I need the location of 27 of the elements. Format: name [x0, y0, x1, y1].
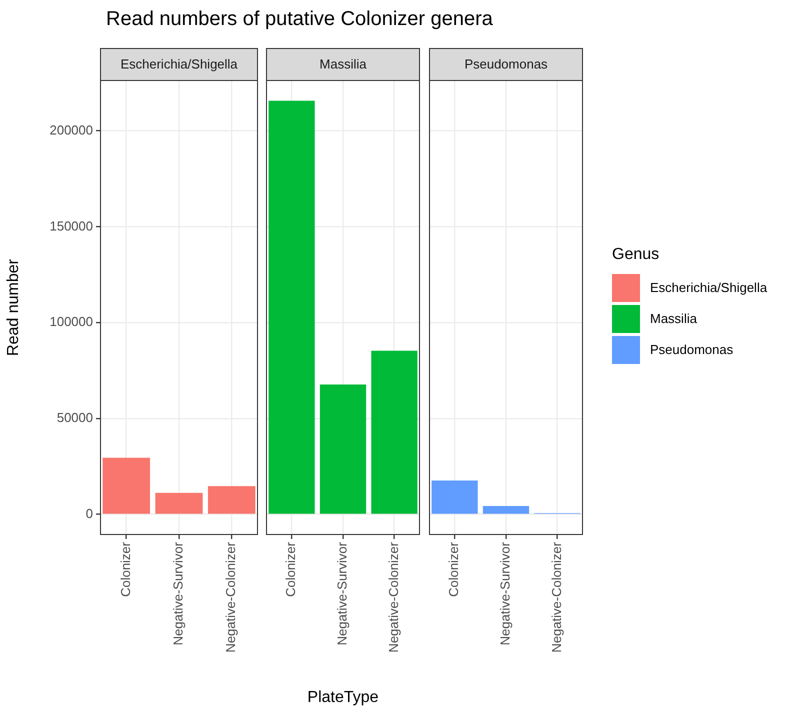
x-axis-title: PlateType [307, 688, 379, 706]
x-tick-label: Negative-Colonizer [386, 541, 401, 653]
y-tick-label: 50000 [56, 410, 93, 425]
x-tick-label: Colonizer [283, 541, 298, 597]
x-tick-label: Negative-Survivor [498, 541, 513, 646]
y-tick-label: 100000 [50, 314, 93, 330]
y-tick-label: 150000 [50, 218, 93, 234]
chart-subtitle: Massilia [320, 56, 368, 72]
x-tick-label: Negative-Colonizer [223, 541, 238, 653]
x-tick-label: Negative-Colonizer [548, 541, 564, 653]
y-tick-label: 0 [86, 506, 93, 521]
legend-title: Genus [612, 246, 660, 264]
x-tick-label: Negative-Survivor [170, 541, 186, 646]
legend-label: Massilia [650, 311, 697, 326]
bar [102, 458, 150, 514]
bar [208, 486, 256, 514]
x-tick-label: Colonizer [446, 541, 462, 597]
legend-label: Escherichia/Shigella [650, 280, 768, 295]
y-axis-title: Read number [5, 258, 22, 356]
legend-label: Pseudomonas [650, 342, 734, 357]
text: Read numbers of putative Colonizer genera [106, 8, 493, 31]
x-tick-label: Colonizer [118, 541, 133, 597]
y-tick-label: 200000 [50, 122, 93, 138]
x-tick-label: Negative-Survivor [334, 541, 350, 646]
chart-subtitle: Pseudomonas [464, 56, 548, 72]
chart-subtitle: Escherichia/Shigella [120, 56, 238, 72]
bar [155, 492, 203, 514]
